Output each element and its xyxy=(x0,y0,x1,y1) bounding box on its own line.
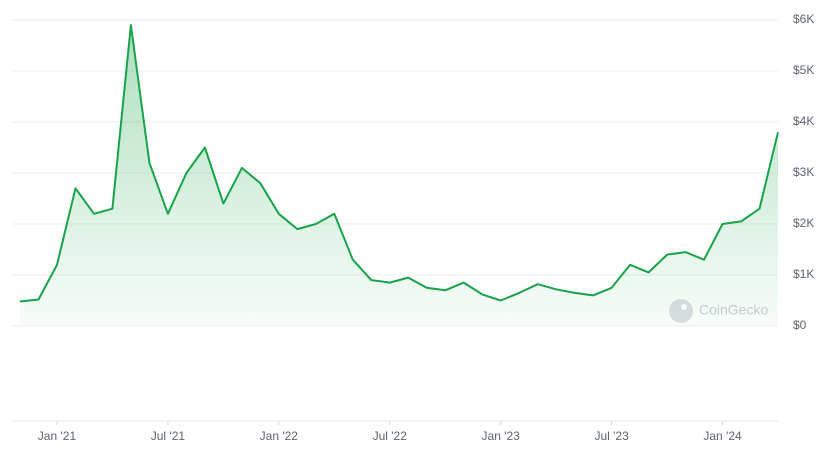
y-tick-label: $3K xyxy=(793,165,814,179)
x-tick-label: Jul '21 xyxy=(151,429,186,443)
x-tick-label: Jan '21 xyxy=(38,429,77,443)
x-tick-label: Jan '24 xyxy=(703,429,742,443)
y-tick-label: $5K xyxy=(793,63,814,77)
x-tick-label: Jul '22 xyxy=(373,429,408,443)
y-tick-label: $0 xyxy=(793,318,807,332)
x-tick-label: Jan '23 xyxy=(482,429,521,443)
watermark: CoinGecko xyxy=(669,299,768,323)
y-tick-label: $2K xyxy=(793,216,814,230)
y-tick-label: $1K xyxy=(793,267,814,281)
watermark-text: CoinGecko xyxy=(699,302,768,318)
y-tick-label: $6K xyxy=(793,12,814,26)
price-area xyxy=(20,25,778,326)
x-tick-label: Jul '23 xyxy=(594,429,629,443)
y-tick-label: $4K xyxy=(793,114,814,128)
price-line xyxy=(19,24,779,303)
x-tick-label: Jan '22 xyxy=(260,429,299,443)
